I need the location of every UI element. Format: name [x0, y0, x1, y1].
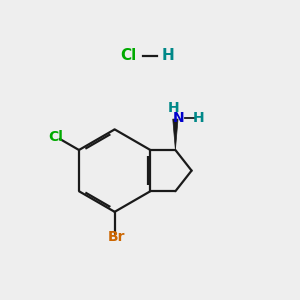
Text: N: N [173, 111, 185, 124]
Text: Br: Br [107, 230, 125, 244]
Polygon shape [173, 119, 178, 150]
Text: H: H [162, 48, 175, 63]
Text: Cl: Cl [48, 130, 63, 145]
Text: H: H [168, 101, 179, 115]
Text: H: H [193, 111, 205, 124]
Text: Cl: Cl [120, 48, 136, 63]
